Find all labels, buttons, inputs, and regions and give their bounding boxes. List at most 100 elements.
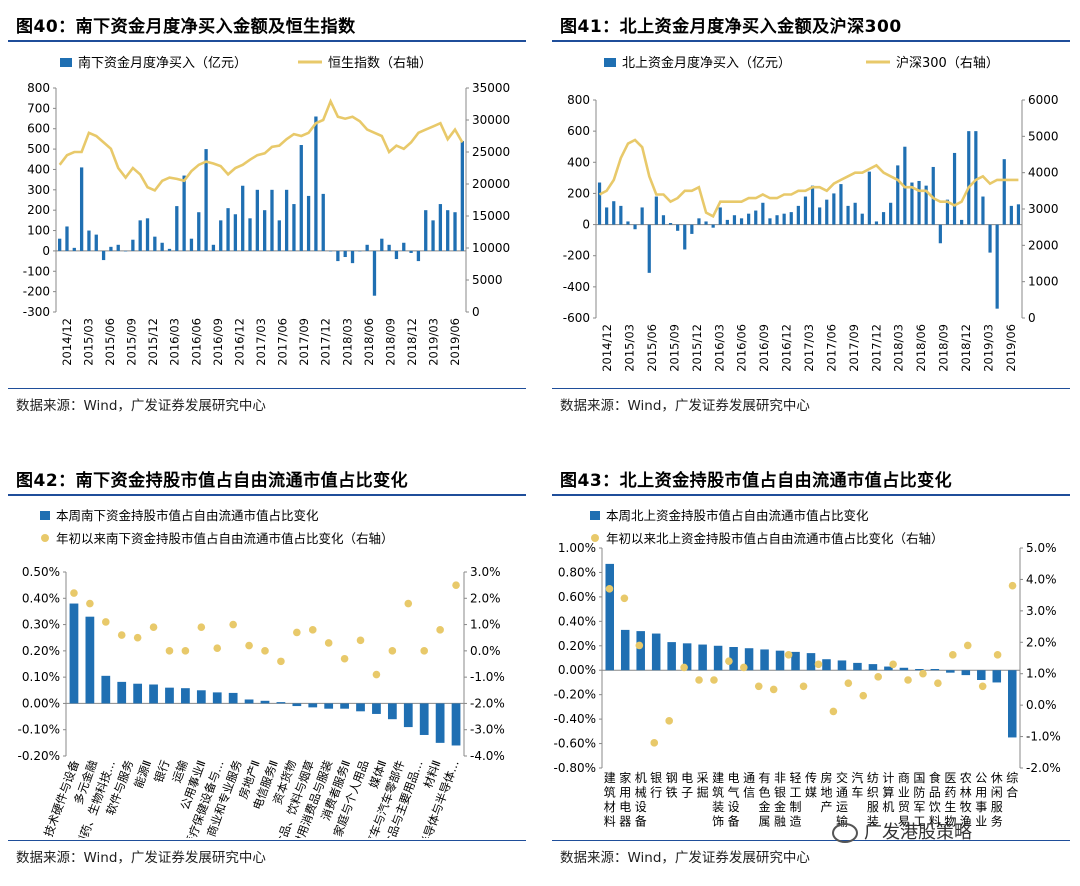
x-tick-label: 传媒 — [805, 770, 817, 800]
bar — [884, 666, 893, 671]
x-tick-label: 2016/09 — [211, 318, 225, 366]
bar — [930, 669, 940, 671]
y-tick-label: 200 — [27, 203, 50, 217]
y2-tick-label: 0 — [472, 305, 480, 319]
x-tick-label: 2014/12 — [600, 324, 614, 372]
x-tick-label: 综合 — [1006, 771, 1018, 800]
y2-tick-label: -1.0% — [1026, 730, 1061, 744]
dot — [844, 679, 853, 687]
x-tick-label: 2018/03 — [892, 324, 906, 372]
bar — [874, 221, 879, 225]
y-tick-label: 0.40% — [558, 614, 596, 628]
dot — [229, 620, 237, 629]
x-tick-label: 2014/12 — [60, 318, 74, 366]
bar — [226, 208, 230, 251]
chart-title: 图40：南下资金月度净买入金额及恒生指数 — [16, 17, 356, 37]
bar — [839, 184, 843, 225]
bar — [451, 703, 461, 746]
bar — [806, 653, 816, 671]
panel-fig43: 图43：北上资金持股市值占自由流通市值占比变化 本周北上资金持股市值占自由流通市… — [552, 462, 1072, 882]
bar — [244, 699, 254, 704]
x-tick-label: 2017/06 — [824, 324, 838, 372]
bar — [165, 687, 174, 704]
x-tick-label: 家用电器 — [619, 770, 631, 829]
x-tick-label: 2015/09 — [667, 324, 681, 372]
dot — [340, 654, 349, 663]
bar — [945, 199, 950, 225]
x-tick-label: 休闲服务 — [991, 771, 1003, 829]
dot — [919, 669, 927, 678]
bar — [961, 670, 971, 676]
dot — [197, 623, 206, 631]
bar — [350, 250, 355, 264]
chart-title: 图41：北上资金月度净买入金额及沪深300 — [560, 17, 902, 37]
bar — [818, 207, 822, 225]
legend-bar-label: 北上资金月度净买入（亿元） — [622, 55, 791, 71]
x-tick-label: 2017/03 — [802, 324, 816, 372]
y2-tick-label: -2.0% — [1026, 761, 1061, 775]
y2-tick-label: 5000 — [472, 273, 503, 287]
y2-tick-label: -1.0% — [470, 670, 505, 684]
bar — [1002, 159, 1006, 225]
legend-bar-label: 南下资金月度净买入（亿元） — [78, 55, 247, 71]
bar — [977, 670, 986, 680]
dot — [117, 631, 126, 639]
x-tick-label: 2015/03 — [623, 324, 637, 372]
y2-tick-label: 15000 — [472, 209, 510, 223]
x-tick-label: 钢铁 — [666, 771, 678, 800]
x-tick-label: 2019/03 — [981, 324, 995, 372]
y-tick-label: 400 — [567, 155, 590, 169]
bar — [718, 207, 722, 225]
dot — [784, 651, 793, 659]
legend-bar-swatch — [604, 58, 616, 67]
legend-dot-swatch — [591, 534, 599, 542]
bar — [292, 204, 296, 251]
dot — [308, 626, 317, 634]
bar — [789, 212, 793, 225]
dot — [245, 641, 253, 650]
x-tick-label: 2015/12 — [146, 318, 160, 366]
watermark: 广发港股策略 — [832, 818, 972, 844]
x-tick-label: 计算机 — [882, 771, 894, 814]
dot — [740, 663, 748, 672]
bar — [917, 180, 921, 225]
bar — [960, 219, 964, 225]
dot — [725, 657, 733, 665]
bar — [419, 703, 429, 735]
bar — [924, 185, 928, 225]
x-tick-label: 2018/12 — [405, 318, 419, 366]
bar — [620, 629, 630, 671]
bar — [651, 633, 661, 671]
y-tick-label: -0.20% — [18, 749, 60, 763]
y-tick-label: -0.10% — [18, 723, 60, 737]
dot — [388, 647, 397, 655]
dot — [420, 647, 429, 655]
y2-tick-label: 3.0% — [470, 565, 501, 579]
x-tick-label: 2017/12 — [869, 324, 883, 372]
legend-bar-label: 本周北上资金持股市值占自由流通市值占比变化 — [606, 508, 869, 523]
x-tick-label: 采掘 — [697, 771, 709, 800]
y-tick-label: -0.40% — [554, 712, 596, 726]
y-tick-label: -0.20% — [554, 688, 596, 702]
legend-bar-swatch — [590, 511, 600, 520]
y-tick-label: 0.30% — [22, 618, 60, 632]
bar — [416, 250, 421, 262]
bar — [79, 167, 84, 251]
bar — [372, 250, 377, 296]
x-tick-label: 通信 — [743, 771, 755, 800]
y2-tick-label: 0 — [1028, 311, 1036, 325]
bar — [94, 234, 98, 251]
chart-fig40: 南下资金月度净买入（亿元） 恒生指数（右轴） -300 -200 -100 0 100 200… — [23, 55, 510, 366]
bar — [123, 250, 128, 252]
dot — [874, 673, 882, 681]
bar — [667, 642, 676, 671]
y-tick-label: 0.20% — [558, 639, 596, 653]
x-tick-label: 机械设备 — [635, 771, 647, 829]
bar — [853, 202, 857, 225]
bar — [910, 182, 914, 225]
x-tick-label: 有色金属 — [759, 771, 771, 829]
dot — [404, 599, 413, 608]
bar — [431, 220, 435, 251]
y2-tick-label: -4.0% — [470, 749, 505, 763]
source-note: 数据来源：Wind，广发证券发展研究中心 — [16, 398, 266, 414]
